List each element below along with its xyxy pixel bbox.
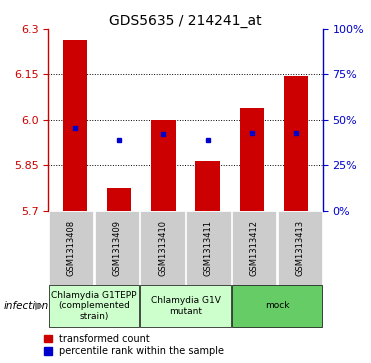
Text: GSM1313409: GSM1313409 xyxy=(112,220,121,276)
Bar xyxy=(63,40,87,211)
Text: infection: infection xyxy=(4,301,49,311)
Text: GSM1313412: GSM1313412 xyxy=(250,220,259,276)
Legend: transformed count, percentile rank within the sample: transformed count, percentile rank withi… xyxy=(42,332,226,358)
Text: Chlamydia G1V
mutant: Chlamydia G1V mutant xyxy=(151,296,220,315)
Bar xyxy=(107,188,131,211)
Text: GSM1313413: GSM1313413 xyxy=(295,220,304,276)
Text: GSM1313411: GSM1313411 xyxy=(204,220,213,276)
Text: mock: mock xyxy=(265,301,289,310)
Bar xyxy=(151,120,175,211)
Text: GSM1313410: GSM1313410 xyxy=(158,220,167,276)
Title: GDS5635 / 214241_at: GDS5635 / 214241_at xyxy=(109,14,262,28)
Bar xyxy=(196,160,220,211)
Text: ▶: ▶ xyxy=(35,301,43,311)
Bar xyxy=(284,76,308,211)
Text: GSM1313408: GSM1313408 xyxy=(67,220,76,276)
Text: Chlamydia G1TEPP
(complemented
strain): Chlamydia G1TEPP (complemented strain) xyxy=(51,291,137,321)
Bar xyxy=(240,108,264,211)
